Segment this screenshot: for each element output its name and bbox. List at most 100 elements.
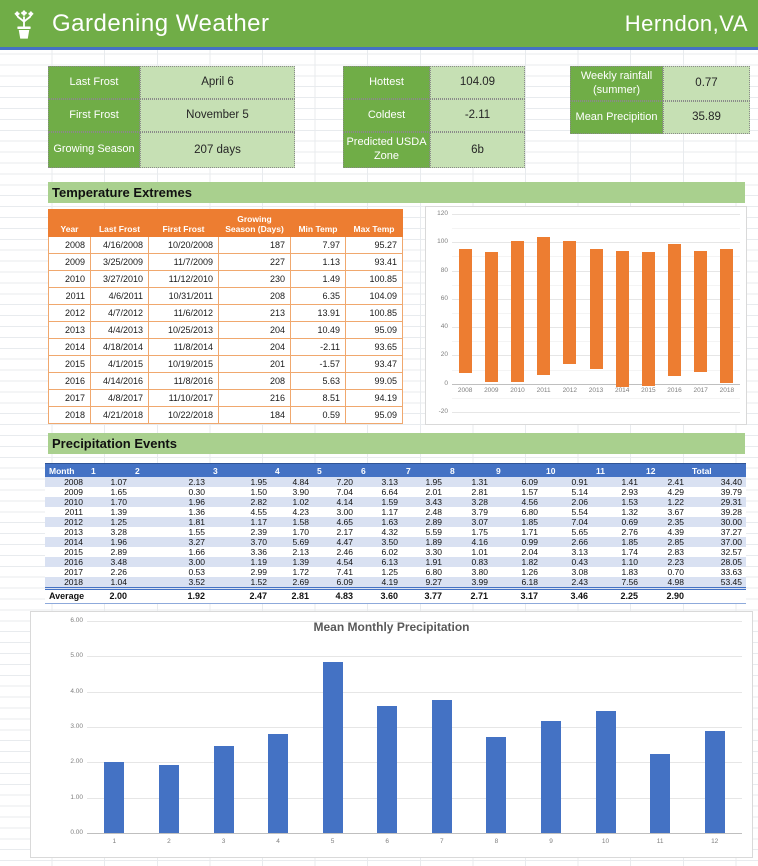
gridline <box>452 228 740 230</box>
gridline <box>452 214 740 215</box>
table-cell: 1.17 <box>381 507 398 517</box>
axis-tick-label: 2011 <box>536 386 551 394</box>
mean-monthly-precipitation-chart: Mean Monthly Precipitation 6.00 5.00 4.00 3… <box>30 611 753 858</box>
table-row: 2011 1.39 1.36 4.55 4.23 3.00 1.17 2.48 3.79 6.80… <box>45 507 746 517</box>
gridline <box>87 727 742 728</box>
table-cell: 6.80 <box>521 507 538 517</box>
table-cell: 4/8/2017 <box>90 389 149 407</box>
table-cell: 2013 <box>64 527 83 537</box>
table-cell: 1.65 <box>110 487 127 497</box>
table-header-row: Year Last Frost First Frost Growing Season … <box>48 209 403 237</box>
table-cell: 2017 <box>64 567 83 577</box>
table-row: 2015 2.89 1.66 3.36 2.13 2.46 6.02 3.30 1.01 2.04… <box>45 547 746 557</box>
table-cell: 3.77 <box>402 587 446 604</box>
axis-tick-label: 4.00 <box>70 687 83 695</box>
table-cell: 2012 <box>45 517 87 527</box>
table-cell: 1.81 <box>131 517 209 527</box>
table-cell: 2011 <box>48 287 91 305</box>
table-cell: 4.14 <box>313 497 357 507</box>
axis-tick-label: 0.00 <box>70 829 83 836</box>
table-cell: 37.00 <box>688 537 746 547</box>
header-underline <box>0 47 758 50</box>
app-header: Gardening Weather Herndon,VA <box>0 0 758 47</box>
table-cell: 1.75 <box>471 527 488 537</box>
table-cell: 4/1/2015 <box>90 355 149 373</box>
table-cell: 2.39 <box>250 527 267 537</box>
table-cell: 216 <box>218 389 291 407</box>
table-cell: 4/14/2016 <box>90 372 149 390</box>
bar <box>268 733 288 833</box>
table-cell: 1.39 <box>271 557 313 567</box>
table-cell: 3.00 <box>336 507 353 517</box>
table-cell: 204 <box>218 338 291 356</box>
axis-tick-label: 12 <box>711 838 719 845</box>
axis-tick-label: 5.00 <box>70 652 83 660</box>
card-label: First Frost <box>48 99 140 132</box>
axis-tick-label: 2 <box>167 838 171 845</box>
table-cell: 10/22/2018 <box>148 406 219 424</box>
summary-cards-frost: Last Frost April 6 First Frost November … <box>48 66 295 168</box>
table-cell: 11/12/2010 <box>148 270 219 288</box>
table-row: 2016 4/14/2016 11/8/2016 208 5.63 99.05 <box>48 372 403 390</box>
table-cell: 4/16/2008 <box>90 236 149 254</box>
table-cell: 4/7/2012 <box>90 304 149 322</box>
column-header: 10 <box>542 463 592 477</box>
table-row: 2017 2.26 0.53 2.99 1.72 7.41 1.25 6.80 3.80 1.26… <box>45 567 746 577</box>
section-title: Temperature Extremes <box>52 185 192 200</box>
table-cell: 1.07 <box>87 477 131 487</box>
card-mean-precipitation: Mean Precipition 35.89 <box>570 101 750 134</box>
bar <box>104 762 125 833</box>
gridline <box>87 833 742 834</box>
table-cell: 5.54 <box>571 507 588 517</box>
table-cell: 1.13 <box>290 253 346 271</box>
bar <box>541 721 561 833</box>
card-value: 207 days <box>140 132 295 168</box>
axis-tick-label: 80 <box>440 266 448 274</box>
table-cell: 227 <box>218 253 291 271</box>
gridline <box>87 762 742 764</box>
table-row: 2016 3.48 3.00 1.19 1.39 4.54 6.13 1.91 0.83 1.82… <box>45 557 746 567</box>
table-cell: 184 <box>218 406 291 424</box>
table-cell: 1.83 <box>621 567 638 577</box>
column-header: Max Temp <box>345 209 403 237</box>
table-cell: 32.57 <box>720 547 742 557</box>
column-header: 6 <box>357 463 402 477</box>
table-cell: 6.02 <box>381 547 398 557</box>
axis-tick-label: 7 <box>439 838 444 845</box>
table-cell: 2.35 <box>642 517 688 527</box>
card-usda-zone: Predicted USDA Zone 6b <box>343 132 525 168</box>
table-cell: 2.76 <box>621 527 638 537</box>
table-cell: 2.17 <box>336 527 353 537</box>
table-cell: 10/20/2008 <box>148 236 219 254</box>
table-cell: 0.83 <box>446 557 492 567</box>
table-header-row: Month 1 2 3 4 5 6 7 8 9 10 11 12 Total <box>45 463 746 477</box>
table-cell: 29.31 <box>688 497 746 507</box>
bar <box>322 662 343 833</box>
table-cell: 2014 <box>45 537 87 547</box>
table-cell: 100.85 <box>345 270 403 288</box>
table-cell: 1.17 <box>209 517 271 527</box>
card-last-frost: Last Frost April 6 <box>48 66 295 99</box>
table-cell: 1.19 <box>209 557 271 567</box>
table-cell: 4/6/2011 <box>90 287 149 305</box>
table-cell: 7.97 <box>290 236 346 254</box>
table-cell: 1.04 <box>87 577 131 589</box>
table-cell: 1.41 <box>592 477 642 487</box>
table-cell: 3.60 <box>357 587 402 604</box>
table-body: 2008 4/16/2008 10/20/2008 187 7.97 95.27 2009 3… <box>48 236 403 424</box>
table-row: 2017 4/8/2017 11/10/2017 216 8.51 94.19 <box>48 389 403 407</box>
table-cell: 2016 <box>45 557 87 567</box>
table-row: 2018 4/21/2018 10/22/2018 184 0.59 95.09 <box>48 406 403 424</box>
table-cell: 10/19/2015 <box>148 355 219 373</box>
axis-tick-label: 2016 <box>667 386 682 394</box>
axis-tick-label: 2018 <box>719 386 735 394</box>
table-cell: 3.00 <box>131 557 209 567</box>
bar <box>458 249 472 373</box>
table-cell: 6.09 <box>313 577 357 589</box>
bar <box>589 249 603 369</box>
table-cell: 4/21/2018 <box>90 406 149 424</box>
table-cell: 5.59 <box>425 527 442 537</box>
table-cell: 2015 <box>48 355 91 373</box>
table-cell: 6.35 <box>290 287 346 305</box>
table-cell: 213 <box>218 304 291 322</box>
